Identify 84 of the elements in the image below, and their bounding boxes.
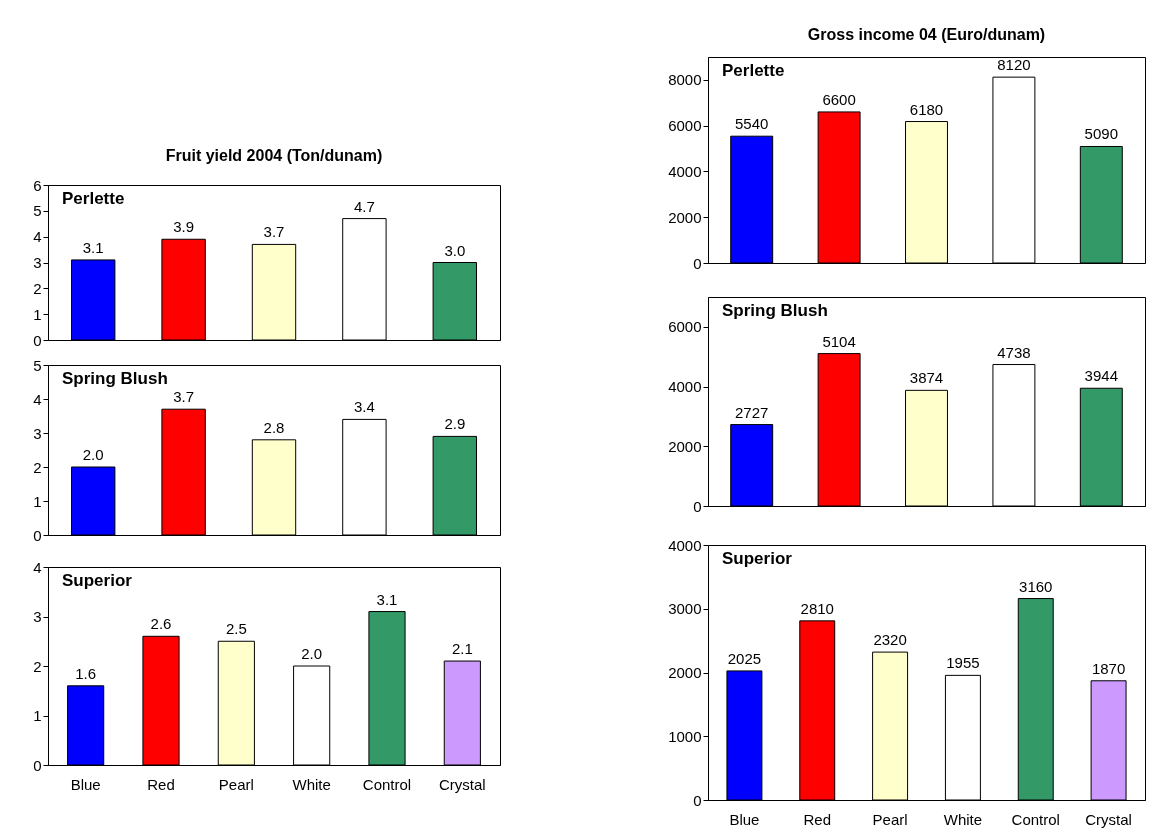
y-tick-label: 4 bbox=[33, 228, 42, 246]
y-tick-label: 0 bbox=[33, 331, 42, 349]
data-label: 5090 bbox=[1084, 125, 1118, 143]
annotation: Perlette bbox=[722, 61, 785, 80]
data-label: 1.6 bbox=[75, 664, 97, 682]
data-label: 3.7 bbox=[263, 223, 285, 241]
data-label: 6180 bbox=[909, 100, 944, 118]
data-label: 3.1 bbox=[82, 238, 104, 256]
y-tick-label: 4000 bbox=[668, 162, 702, 180]
data-label: 1870 bbox=[1091, 659, 1126, 677]
y-tick-label: 0 bbox=[33, 526, 42, 544]
annotation: Superior bbox=[722, 549, 793, 568]
y-tick-label: 1 bbox=[33, 707, 42, 724]
y-tick-label: 3 bbox=[33, 424, 42, 442]
data-label: 1955 bbox=[946, 654, 980, 672]
y-tick-label: 6000 bbox=[668, 318, 702, 336]
data-label: 2810 bbox=[800, 599, 834, 617]
x-tick-label: Blue bbox=[729, 810, 760, 828]
x-tick-label: Pearl bbox=[872, 810, 908, 828]
y-tick-label: 3 bbox=[33, 608, 42, 625]
annotation: Spring Blush bbox=[62, 369, 168, 388]
y-tick-label: 6000 bbox=[668, 117, 702, 135]
y-tick-label: 2 bbox=[33, 458, 42, 476]
data-label: 3.0 bbox=[444, 241, 466, 259]
data-label: 2.6 bbox=[150, 615, 172, 633]
data-label: 2320 bbox=[873, 631, 907, 649]
data-label: 8120 bbox=[997, 56, 1031, 74]
y-tick-label: 4000 bbox=[668, 536, 702, 554]
x-tick-label: White bbox=[943, 810, 983, 828]
data-label: 6600 bbox=[822, 90, 856, 108]
x-tick-label: Pearl bbox=[218, 775, 254, 793]
x-tick-label: Crystal bbox=[439, 775, 486, 793]
data-label: 5104 bbox=[822, 332, 856, 350]
data-label: 4.7 bbox=[353, 197, 375, 215]
x-tick-label: Control bbox=[1011, 810, 1060, 828]
y-tick-label: 6 bbox=[33, 176, 42, 194]
data-label: 2.8 bbox=[263, 418, 285, 436]
x-tick-label: Red bbox=[803, 810, 832, 828]
data-label: 3.9 bbox=[173, 218, 195, 236]
y-tick-label: 0 bbox=[33, 756, 42, 774]
annotation: Perlette bbox=[62, 189, 125, 208]
y-tick-label: 1000 bbox=[668, 727, 702, 745]
data-label: 2727 bbox=[735, 403, 769, 421]
data-label: 3160 bbox=[1019, 577, 1053, 595]
y-tick-label: 5 bbox=[33, 202, 42, 220]
x-tick-label: Red bbox=[147, 775, 175, 793]
data-label: 2.0 bbox=[301, 645, 323, 662]
annotation: Spring Blush bbox=[722, 301, 828, 320]
x-tick-label: White bbox=[292, 775, 331, 793]
y-tick-label: 1 bbox=[33, 305, 42, 323]
x-tick-label: Control bbox=[362, 775, 412, 793]
y-tick-label: 2000 bbox=[668, 437, 702, 455]
y-tick-label: 4 bbox=[33, 390, 42, 408]
data-label: 3874 bbox=[909, 369, 944, 387]
data-label: 5540 bbox=[735, 115, 769, 133]
data-label: 2025 bbox=[727, 649, 762, 667]
y-tick-label: 8000 bbox=[668, 71, 702, 89]
annotation: Superior bbox=[62, 571, 133, 590]
y-tick-label: 2 bbox=[33, 279, 42, 297]
y-tick-label: 1 bbox=[33, 492, 42, 510]
y-tick-label: 2 bbox=[33, 657, 42, 675]
data-label: 2.1 bbox=[451, 640, 473, 658]
data-label: 2.5 bbox=[225, 620, 247, 638]
data-label: 3944 bbox=[1084, 367, 1118, 385]
data-label: 4738 bbox=[997, 343, 1031, 361]
data-label: 2.9 bbox=[444, 415, 466, 433]
y-tick-label: 2000 bbox=[668, 208, 702, 226]
data-label: 3.7 bbox=[173, 388, 195, 406]
x-tick-label: Blue bbox=[70, 775, 101, 793]
y-tick-label: 3 bbox=[33, 254, 42, 271]
data-label: 3.1 bbox=[376, 590, 398, 608]
y-tick-label: 0 bbox=[693, 497, 702, 515]
data-label: 3.4 bbox=[353, 398, 375, 416]
chart-title: Gross income 04 (Euro/dunam) bbox=[807, 26, 1046, 43]
y-tick-label: 3000 bbox=[668, 600, 702, 618]
x-tick-label: Crystal bbox=[1085, 810, 1132, 828]
data-label: 2.0 bbox=[82, 446, 104, 463]
y-tick-label: 0 bbox=[693, 254, 702, 272]
chart-title: Fruit yield 2004 (Ton/dunam) bbox=[165, 147, 383, 164]
y-tick-label: 4 bbox=[33, 558, 42, 576]
y-tick-label: 0 bbox=[693, 791, 702, 809]
y-tick-label: 2000 bbox=[668, 664, 702, 681]
y-tick-label: 4000 bbox=[668, 378, 702, 396]
y-tick-label: 5 bbox=[33, 356, 42, 374]
